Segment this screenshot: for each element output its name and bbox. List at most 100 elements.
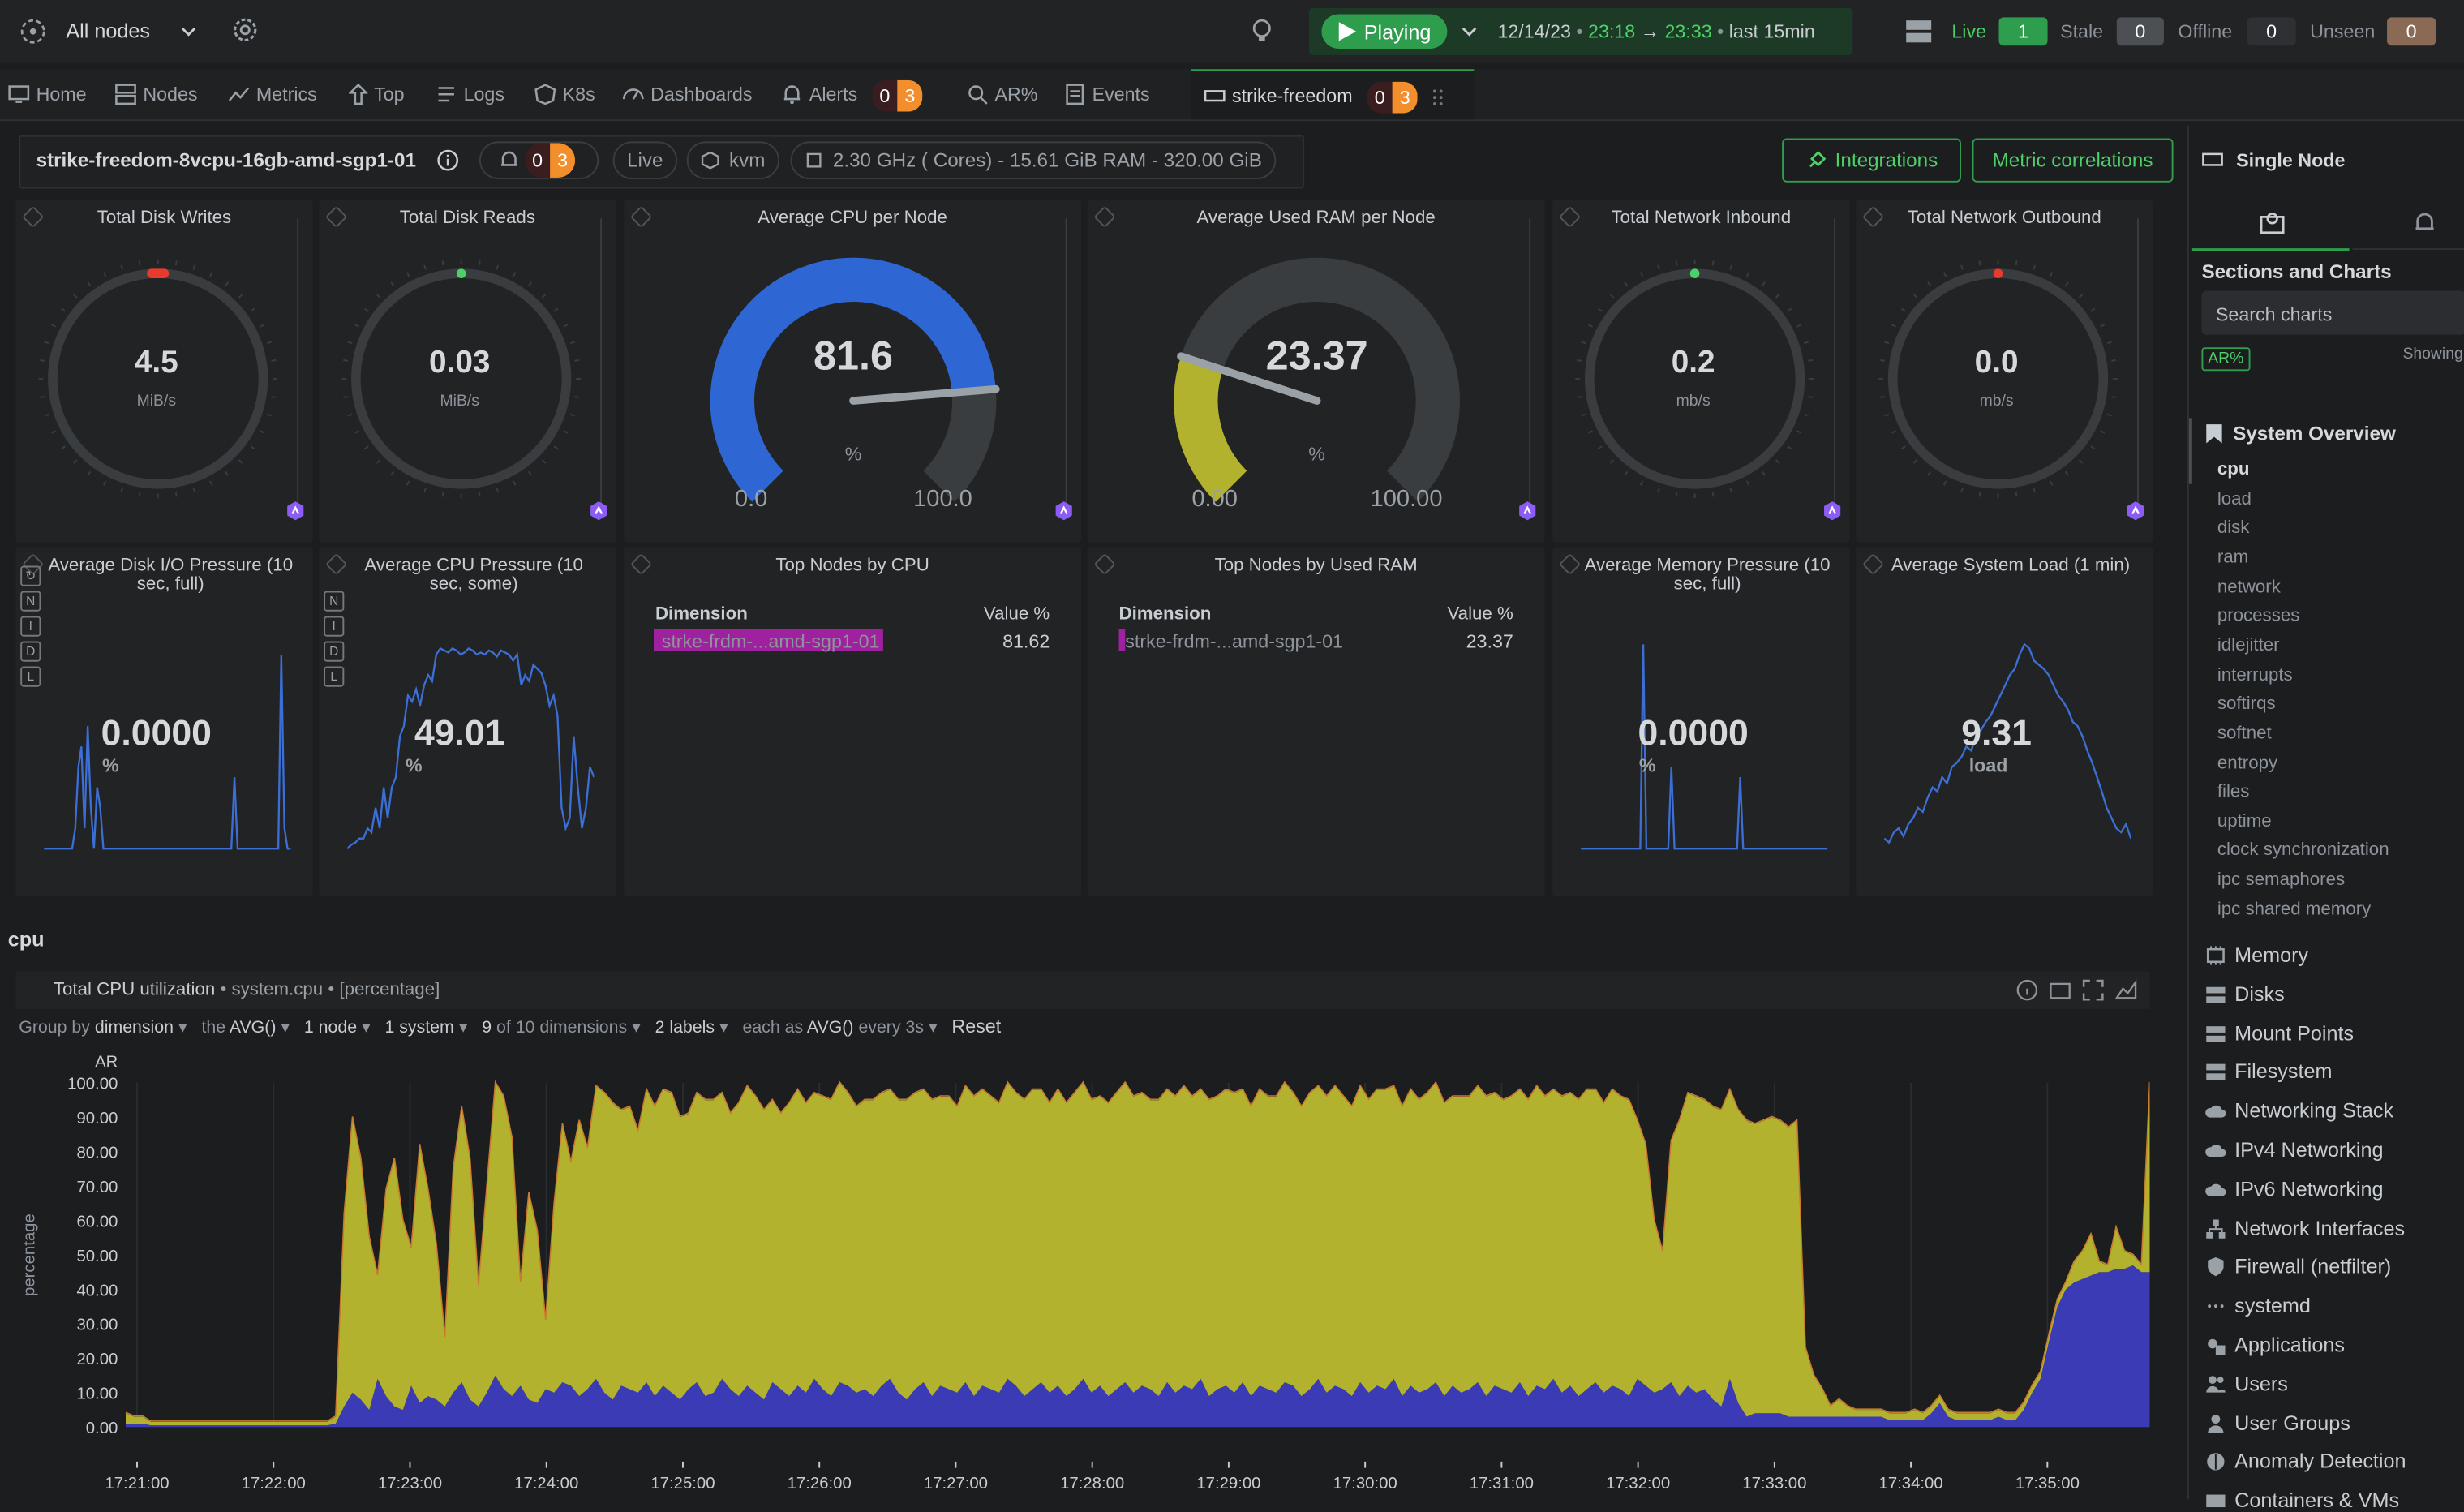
virtualization-chip[interactable]: kvm bbox=[686, 141, 779, 179]
aggregation-control[interactable]: the AVG() ▾ bbox=[201, 1018, 290, 1037]
sidebar-section-filesystem[interactable]: Filesystem bbox=[2204, 1060, 2332, 1084]
search-charts-input[interactable]: Search charts bbox=[2201, 290, 2464, 335]
sidebar-tab-charts[interactable] bbox=[2191, 198, 2350, 251]
sparkline[interactable] bbox=[44, 632, 291, 852]
date-range[interactable]: 12/14/23 • 23:18 → 23:33 • last 15min bbox=[1497, 20, 1815, 43]
tab-dashboards[interactable]: Dashboards bbox=[622, 69, 753, 119]
reset-button[interactable]: Reset bbox=[951, 1015, 1002, 1037]
sidebar-section-anomaly-detection[interactable]: Anomaly Detection bbox=[2204, 1450, 2406, 1473]
sidebar-section-containers-vms[interactable]: Containers & VMs bbox=[2204, 1488, 2399, 1512]
tab-events[interactable]: Events bbox=[1064, 69, 1150, 119]
lightbulb-icon[interactable] bbox=[1247, 15, 1276, 44]
row-name[interactable]: strke-frdm-...amd-sgp1-01 bbox=[1125, 629, 1343, 653]
status-offline-count[interactable]: 0 bbox=[2247, 17, 2296, 46]
sidebar-item-softnet[interactable]: softnet bbox=[2217, 724, 2272, 744]
sidebar-item-ram[interactable]: ram bbox=[2217, 548, 2249, 568]
status-live-count[interactable]: 1 bbox=[1998, 17, 2048, 46]
status-stale-count[interactable]: 0 bbox=[2116, 17, 2164, 46]
sidebar-section-ipv6-networking[interactable]: IPv6 Networking bbox=[2204, 1177, 2384, 1201]
pressure-filter-icon[interactable]: I bbox=[20, 616, 41, 637]
select-chart-toggle[interactable] bbox=[1861, 552, 1885, 576]
node-scope-selector[interactable]: All nodes bbox=[19, 15, 208, 47]
pressure-filter-icon[interactable]: ↻ bbox=[20, 565, 41, 586]
sparkline[interactable] bbox=[1581, 632, 1828, 852]
sidebar-section-networking-stack[interactable]: Networking Stack bbox=[2204, 1099, 2393, 1123]
tab-top[interactable]: Top bbox=[348, 69, 405, 119]
nodes-control[interactable]: 1 node ▾ bbox=[303, 1018, 371, 1037]
tab-k8s[interactable]: K8s bbox=[534, 69, 595, 119]
sidebar-section-ipv4-networking[interactable]: IPv4 Networking bbox=[2204, 1138, 2384, 1162]
chevron-down-icon[interactable] bbox=[1462, 24, 1477, 39]
time-aggregation-control[interactable]: each as AVG() every 3s ▾ bbox=[742, 1018, 938, 1037]
pressure-filter-icon[interactable]: L bbox=[324, 666, 345, 687]
sidebar-item-cpu[interactable]: cpu bbox=[2217, 460, 2250, 479]
sidebar-item-ipc-shared-memory[interactable]: ipc shared memory bbox=[2217, 900, 2372, 919]
ai-insight-icon[interactable] bbox=[590, 501, 608, 521]
tab-ar[interactable]: AR% bbox=[967, 69, 1037, 119]
sparkline[interactable] bbox=[347, 632, 595, 852]
sidebar-section-applications[interactable]: Applications bbox=[2204, 1333, 2345, 1356]
info-icon[interactable] bbox=[437, 149, 459, 171]
status-unseen-count[interactable]: 0 bbox=[2387, 17, 2436, 46]
sidebar-section-users[interactable]: Users bbox=[2204, 1372, 2288, 1395]
metric-correlations-button[interactable]: Metric correlations bbox=[1972, 138, 2174, 183]
chart-type-icon[interactable] bbox=[2114, 979, 2137, 1001]
sidebar-section-memory[interactable]: Memory bbox=[2204, 943, 2308, 967]
sidebar-item-disk[interactable]: disk bbox=[2217, 518, 2250, 539]
sidebar-tab-alerts[interactable] bbox=[2352, 198, 2464, 251]
select-chart-toggle[interactable] bbox=[1558, 552, 1582, 576]
specs-chip[interactable]: 2.30 GHz ( Cores) - 15.61 GiB RAM - 320.… bbox=[790, 141, 1277, 179]
pressure-filter-icon[interactable]: D bbox=[20, 641, 41, 662]
live-chip[interactable]: Live bbox=[612, 141, 677, 179]
sidebar-item-interrupts[interactable]: interrupts bbox=[2217, 665, 2293, 685]
sidebar-item-files[interactable]: files bbox=[2217, 783, 2250, 802]
row-name[interactable]: strke-frdm-...amd-sgp1-01 bbox=[661, 629, 880, 653]
dashboard-add-icon[interactable] bbox=[2050, 979, 2071, 1001]
ar-badge[interactable]: AR% bbox=[2201, 347, 2251, 372]
sidebar-item-ipc-semaphores[interactable]: ipc semaphores bbox=[2217, 870, 2346, 890]
chart-info-icon[interactable] bbox=[2016, 979, 2038, 1001]
sidebar-item-clock-synchronization[interactable]: clock synchronization bbox=[2217, 841, 2389, 861]
ai-insight-icon[interactable] bbox=[1054, 501, 1073, 521]
ai-insight-icon[interactable] bbox=[1823, 501, 1842, 521]
tab-logs[interactable]: Logs bbox=[436, 69, 504, 119]
sidebar-item-uptime[interactable]: uptime bbox=[2217, 812, 2272, 831]
gear-icon[interactable] bbox=[231, 15, 260, 44]
labels-control[interactable]: 2 labels ▾ bbox=[655, 1018, 728, 1037]
sidebar-section-systemd[interactable]: systemd bbox=[2204, 1294, 2311, 1317]
pressure-filter-icon[interactable]: I bbox=[324, 616, 345, 637]
sidebar-item-load[interactable]: load bbox=[2217, 489, 2252, 509]
group-by-control[interactable]: Group by dimension ▾ bbox=[19, 1018, 187, 1037]
sparkline[interactable] bbox=[1884, 632, 2131, 852]
sidebar-item-processes[interactable]: processes bbox=[2217, 607, 2300, 626]
tab-metrics[interactable]: Metrics bbox=[228, 69, 317, 119]
sidebar-section-firewall-netfilter[interactable]: Firewall (netfilter) bbox=[2204, 1255, 2391, 1278]
select-chart-toggle[interactable] bbox=[324, 552, 348, 576]
tab-home[interactable]: Home bbox=[8, 69, 87, 119]
tab-nodes[interactable]: Nodes bbox=[114, 69, 198, 119]
sidebar-item-softirqs[interactable]: softirqs bbox=[2217, 694, 2276, 714]
sidebar-item-network[interactable]: network bbox=[2217, 578, 2281, 597]
pressure-filter-icon[interactable]: N bbox=[20, 591, 41, 612]
sidebar-item-system-overview[interactable]: System Overview bbox=[2204, 423, 2396, 445]
sidebar-item-idlejitter[interactable]: idlejitter bbox=[2217, 636, 2280, 655]
ai-insight-icon[interactable] bbox=[286, 501, 305, 521]
fullscreen-icon[interactable] bbox=[2082, 979, 2104, 1001]
drag-handle-icon[interactable] bbox=[1432, 88, 1445, 107]
sidebar-section-network-interfaces[interactable]: Network Interfaces bbox=[2204, 1216, 2405, 1239]
pressure-filter-icon[interactable]: N bbox=[324, 591, 345, 612]
sidebar-section-disks[interactable]: Disks bbox=[2204, 982, 2285, 1006]
systems-control[interactable]: 1 system ▾ bbox=[384, 1018, 468, 1037]
cpu-area-chart[interactable]: 100.00 90.00 80.00 70.00 60.00 50.00 40.00 30.0… bbox=[15, 1041, 2150, 1500]
play-button[interactable]: Playing bbox=[1321, 14, 1448, 49]
integrations-button[interactable]: Integrations bbox=[1782, 138, 1961, 183]
sidebar-item-entropy[interactable]: entropy bbox=[2217, 754, 2278, 773]
sidebar-section-mount-points[interactable]: Mount Points bbox=[2204, 1021, 2354, 1045]
ai-insight-icon[interactable] bbox=[2126, 501, 2144, 521]
ai-insight-icon[interactable] bbox=[1518, 501, 1537, 521]
sidebar-section-user-groups[interactable]: User Groups bbox=[2204, 1411, 2350, 1434]
pressure-filter-icon[interactable]: D bbox=[324, 641, 345, 662]
